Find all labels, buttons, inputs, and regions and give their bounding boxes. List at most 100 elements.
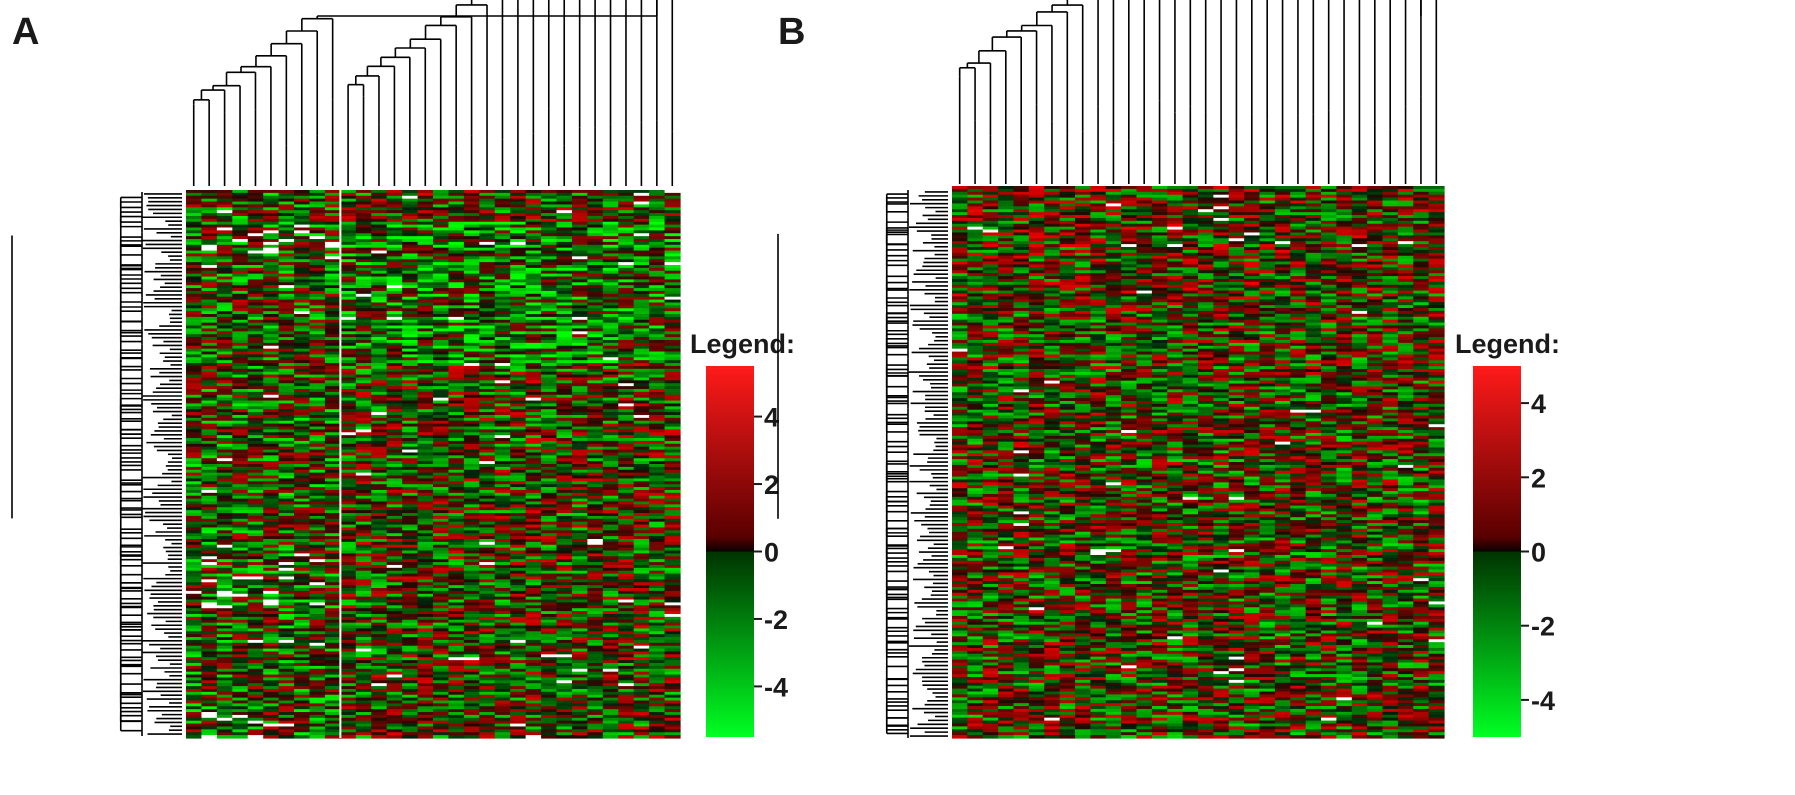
heatmap-cell	[340, 432, 357, 436]
heatmap-cell	[371, 259, 388, 263]
heatmap-cell	[247, 380, 264, 384]
heatmap-cell	[309, 308, 326, 312]
heatmap-cell	[201, 409, 218, 413]
heatmap-cell	[433, 267, 450, 272]
heatmap-cell	[247, 438, 264, 442]
heatmap-cell	[263, 259, 280, 263]
heatmap-cell	[602, 363, 619, 367]
heatmap-cell	[417, 394, 434, 399]
heatmap-cell	[541, 322, 558, 327]
heatmap-cell	[340, 213, 357, 217]
heatmap-cell	[263, 227, 280, 231]
heatmap-cell	[556, 218, 573, 223]
heatmap-cell	[664, 273, 681, 278]
heatmap-cell	[371, 224, 388, 229]
heatmap-cell	[494, 207, 511, 211]
heatmap-cell	[216, 331, 233, 335]
heatmap-cell	[649, 417, 666, 422]
heatmap-cell	[602, 264, 619, 269]
heatmap-cell	[448, 218, 465, 223]
heatmap-cell	[541, 198, 558, 203]
heatmap-cell	[479, 279, 496, 283]
heatmap-cell	[278, 339, 295, 344]
heatmap-cell	[618, 371, 635, 376]
heatmap-cell	[340, 262, 357, 266]
heatmap-cell	[232, 213, 249, 217]
heatmap-cell	[324, 215, 341, 220]
heatmap-cell	[216, 296, 233, 301]
heatmap-cell	[541, 400, 558, 405]
heatmap-cell	[571, 389, 588, 393]
heatmap-cell	[618, 279, 635, 283]
heatmap-cell	[433, 264, 450, 269]
heatmap-cell	[649, 322, 666, 327]
heatmap-cell	[510, 210, 527, 214]
heatmap-cell	[402, 296, 419, 301]
heatmap-cell	[633, 397, 650, 402]
heatmap-cell	[479, 247, 496, 252]
heatmap-cell	[571, 331, 588, 335]
heatmap-cell	[479, 285, 496, 289]
heatmap-cell	[355, 267, 372, 272]
heatmap-cell	[278, 282, 295, 286]
heatmap-cell	[649, 236, 666, 240]
heatmap-cell	[463, 389, 480, 393]
heatmap-cell	[371, 256, 388, 260]
heatmap-cell	[463, 241, 480, 246]
heatmap-cell	[633, 365, 650, 370]
heatmap-cell	[602, 360, 619, 364]
heatmap-cell	[633, 374, 650, 379]
heatmap-cell	[402, 412, 419, 416]
heatmap-cell	[309, 394, 326, 399]
heatmap-cell	[649, 406, 666, 410]
heatmap-cell	[340, 337, 357, 341]
heatmap-cell	[371, 215, 388, 220]
heatmap-cell	[433, 429, 450, 433]
heatmap-cell	[602, 198, 619, 203]
heatmap-cell	[402, 276, 419, 281]
heatmap-cell	[402, 207, 419, 211]
heatmap-cell	[633, 380, 650, 384]
heatmap-cell	[386, 244, 403, 249]
heatmap-cell	[510, 311, 527, 315]
heatmap-cell	[556, 293, 573, 298]
heatmap-cell	[201, 368, 218, 373]
heatmap-cell	[232, 360, 249, 364]
heatmap-cell	[278, 354, 295, 358]
heatmap-cell	[216, 426, 233, 430]
heatmap-cell	[649, 305, 666, 309]
heatmap-cell	[386, 342, 403, 347]
heatmap-cell	[479, 386, 496, 390]
heatmap-cell	[510, 241, 527, 246]
heatmap-cell	[294, 311, 311, 315]
heatmap-cell	[247, 285, 264, 289]
heatmap-cell	[633, 432, 650, 436]
heatmap-cell	[587, 328, 604, 332]
heatmap-cell	[510, 290, 527, 295]
heatmap-cell	[494, 380, 511, 384]
heatmap-cell	[494, 397, 511, 402]
heatmap-cell	[371, 357, 388, 361]
heatmap-cell	[340, 377, 357, 381]
heatmap-cell	[571, 360, 588, 364]
heatmap-cell	[587, 230, 604, 234]
heatmap-cell	[433, 438, 450, 442]
heatmap-cell	[618, 239, 635, 243]
heatmap-cell	[463, 348, 480, 353]
heatmap-cell	[556, 380, 573, 384]
heatmap-cell	[649, 204, 666, 208]
heatmap-cell	[448, 314, 465, 318]
heatmap-cell	[278, 267, 295, 272]
heatmap-cell	[510, 319, 527, 324]
heatmap-cell	[571, 282, 588, 286]
heatmap-cell	[664, 354, 681, 358]
heatmap-cell	[541, 409, 558, 413]
heatmap-cell	[463, 250, 480, 255]
heatmap-cell	[571, 400, 588, 405]
heatmap-cell	[294, 279, 311, 283]
heatmap-cell	[664, 253, 681, 257]
heatmap-cell	[664, 264, 681, 269]
heatmap-cell	[294, 244, 311, 249]
heatmap-cell	[371, 438, 388, 442]
